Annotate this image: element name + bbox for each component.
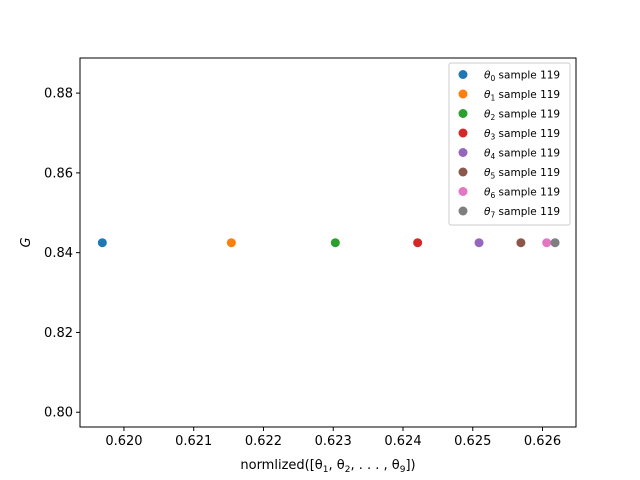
legend-entry: θ6 sample 119 [458,187,560,201]
legend-label: θ1 sample 119 [484,89,560,103]
data-point-theta4 [474,238,484,248]
x-axis: 0.620 0.621 0.622 0.623 0.624 0.625 0.626 [105,427,561,449]
legend-marker [458,128,468,138]
legend-marker [458,148,468,157]
data-point-theta0 [97,238,107,248]
data-point-theta3 [413,238,423,248]
x-axis-label: normlized([θ1, θ2, . . . , θ9]) [240,458,415,475]
y-tick-label: 0.88 [44,87,73,102]
legend-label: θ7 sample 119 [484,206,560,220]
data-point-theta5 [516,238,526,248]
legend: θ0 sample 119 θ1 sample 119 θ2 sample 119 θ… [448,62,571,226]
plot-area [97,238,560,248]
legend-box [448,62,571,226]
y-tick-label: 0.84 [44,246,73,261]
legend-label: θ4 sample 119 [484,148,560,162]
axes-frame [79,57,577,428]
legend-marker [458,89,468,99]
legend-marker [458,109,468,118]
legend-entry: θ1 sample 119 [458,89,560,103]
legend-marker [458,187,468,196]
legend-entry: θ5 sample 119 [458,167,560,181]
y-axis: 0.80 0.82 0.84 0.86 0.88 [44,87,80,421]
legend-entry: θ2 sample 119 [458,109,560,123]
legend-label: θ6 sample 119 [484,187,560,201]
legend-label: θ5 sample 119 [484,167,560,181]
legend-entry: θ3 sample 119 [458,128,560,142]
x-tick-label: 0.622 [245,434,282,449]
x-tick-label: 0.624 [384,434,421,449]
legend-entry: θ7 sample 119 [458,206,560,220]
x-tick-label: 0.625 [454,434,491,449]
data-point-theta6 [542,238,552,248]
legend-marker [458,70,468,79]
x-tick-label: 0.623 [315,434,352,449]
y-tick-label: 0.82 [44,326,73,341]
legend-marker [458,167,468,177]
legend-entry: θ4 sample 119 [458,148,560,162]
x-tick-label: 0.621 [175,434,212,449]
legend-label: θ0 sample 119 [484,70,560,84]
legend-entry: θ0 sample 119 [458,70,560,84]
x-tick-label: 0.626 [524,434,561,449]
legend-label: θ3 sample 119 [484,128,560,142]
x-tick-label: 0.620 [105,434,142,449]
legend-marker [458,206,468,216]
legend-label: θ2 sample 119 [484,109,560,123]
y-tick-label: 0.80 [44,406,73,421]
data-point-theta2 [330,238,340,248]
data-point-theta1 [226,238,236,248]
data-point-theta7 [550,238,560,248]
y-tick-label: 0.86 [44,166,73,181]
y-axis-label: G [19,237,34,247]
